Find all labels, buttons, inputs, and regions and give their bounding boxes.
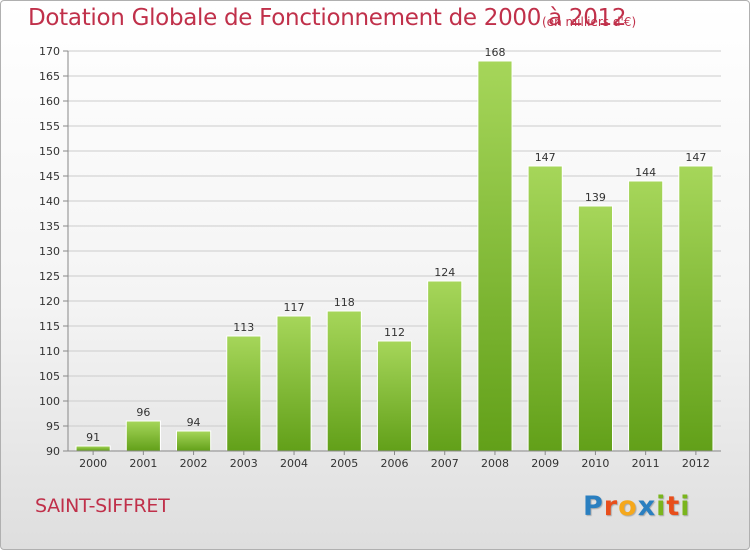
y-tick-label: 110 [39,345,60,358]
proxiti-logo: Proxiti [583,491,691,522]
data-label-2006: 112 [384,326,405,339]
x-tick-label: 2000 [79,457,107,470]
y-tick-label: 90 [46,445,60,458]
data-label-2001: 96 [136,406,150,419]
data-labels: 91 96 94 113 117 118 112 124 168 147 139 144 147 [86,46,706,444]
bar-2006 [376,340,413,452]
y-tick-label: 115 [39,320,60,333]
logo-letter: i [680,491,691,522]
y-tick-label: 105 [39,370,60,383]
axes [63,50,721,455]
y-tick-label: 95 [46,420,60,433]
y-tick-label: 145 [39,170,60,183]
x-tick-label: 2009 [531,457,559,470]
bar-2010 [577,205,614,452]
chart-title: Dotation Globale de Fonctionnement de 20… [28,5,627,31]
y-tick-label: 120 [39,295,60,308]
bar-2005 [326,310,362,452]
bar-2001 [125,420,161,452]
x-tick-label: 2008 [481,457,509,470]
data-label-2010: 139 [585,191,606,204]
logo-letter: o [618,491,638,522]
bar-2002 [175,430,212,452]
logo-letter: x [637,491,657,522]
bar-2003 [226,335,262,452]
y-tick-label: 170 [39,45,60,58]
chart-subtitle: (en milliers d'€) [542,15,637,29]
x-tick-label: 2001 [129,457,157,470]
data-label-2002: 94 [187,416,201,429]
x-tick-label: 2011 [632,457,660,470]
x-tick-label: 2007 [431,457,459,470]
data-label-2004: 117 [284,301,305,314]
bar-2000 [75,445,111,452]
bar-2012 [678,165,714,452]
logo-letter: r [603,491,619,522]
x-tick-label: 2004 [280,457,308,470]
x-tick-label: 2005 [330,457,358,470]
data-label-2009: 147 [535,151,556,164]
y-tick-label: 130 [39,245,60,258]
data-label-2005: 118 [334,296,355,309]
data-label-2007: 124 [434,266,455,279]
x-tick-label: 2002 [180,457,208,470]
data-label-2000: 91 [86,431,100,444]
logo-letter: i [656,491,667,522]
x-tick-label: 2006 [381,457,409,470]
bars [75,60,714,452]
y-tick-label: 135 [39,220,60,233]
data-label-2012: 147 [685,151,706,164]
logo-letter: t [666,491,681,522]
x-tick-label: 2003 [230,457,258,470]
commune-name: SAINT-SIFFRET [35,495,170,517]
bar-2004 [276,315,312,452]
bar-2008 [477,60,513,452]
y-tick-labels: 90 95 100 105 110 115 120 125 130 135 140 145 150 155… [39,45,60,458]
bar-2009 [527,165,563,452]
y-tick-label: 125 [39,270,60,283]
data-label-2008: 168 [484,46,505,59]
y-tick-label: 160 [39,95,60,108]
y-tick-label: 150 [39,145,60,158]
logo-letter: P [583,491,604,522]
y-tick-label: 165 [39,70,60,83]
y-tick-label: 100 [39,395,60,408]
y-tick-label: 140 [39,195,60,208]
bar-2011 [628,180,664,452]
data-label-2003: 113 [233,321,254,334]
x-tick-label: 2010 [581,457,609,470]
x-tick-label: 2012 [682,457,710,470]
bar-2007 [427,280,463,452]
y-tick-label: 155 [39,120,60,133]
x-tick-labels: 2000 2001 2002 2003 2004 2005 2006 2007 2008 2009… [79,457,710,470]
data-label-2011: 144 [635,166,656,179]
